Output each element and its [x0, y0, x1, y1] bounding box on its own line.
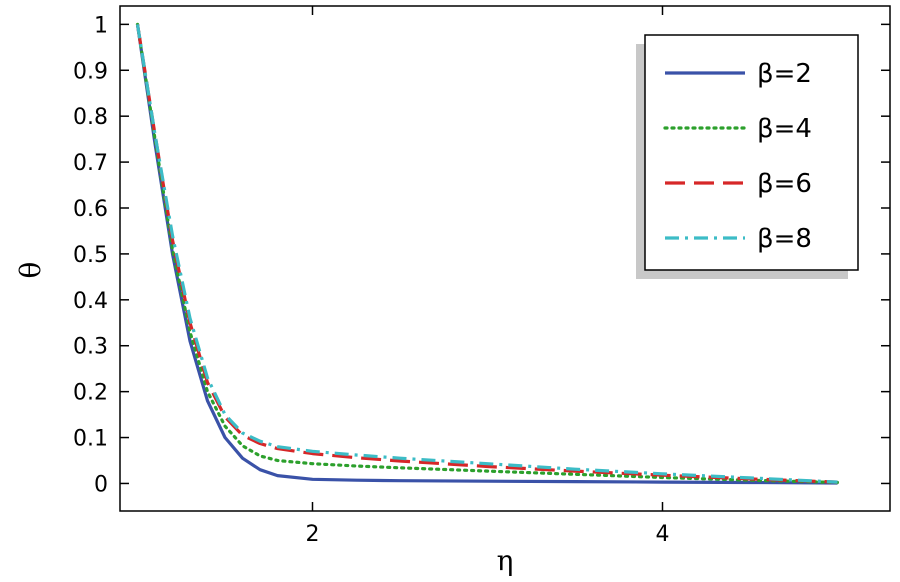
x-axis-label: η	[497, 544, 514, 577]
legend-label-1: β=2	[757, 59, 812, 89]
y-axis-label: θ	[14, 262, 47, 279]
y-tick-label: 0.2	[73, 381, 108, 406]
y-axis-ticks: 0 0.1 0.2 0.3 0.4 0.5 0.6 0.7 0.8 0.9 1	[73, 13, 890, 497]
series-line-2	[135, 22, 840, 485]
series-line-1	[135, 24, 838, 485]
y-tick-label: 0	[94, 472, 108, 497]
y-tick-label: 0.9	[73, 59, 108, 84]
series-lines	[135, 22, 840, 485]
plot-frame	[119, 5, 891, 512]
y-tick-label: 0.7	[73, 151, 108, 176]
legend: β=2 β=4 β=6 β=8	[636, 34, 859, 279]
y-tick-label: 0.3	[73, 335, 108, 360]
legend-box	[644, 34, 859, 271]
series-line-4	[135, 24, 838, 484]
y-tick-label: 0.5	[73, 243, 108, 268]
y-tick-label: 1	[94, 13, 108, 38]
y-tick-label: 0.8	[73, 105, 108, 130]
y-tick-label: 0.6	[73, 197, 108, 222]
legend-label-4: β=8	[757, 224, 812, 254]
y-tick-label: 0.4	[73, 289, 108, 314]
x-tick-label: 4	[656, 522, 670, 547]
legend-label-2: β=4	[757, 114, 812, 144]
x-tick-label: 2	[306, 522, 320, 547]
legend-label-3: β=6	[757, 169, 812, 199]
y-tick-label: 0.1	[73, 427, 108, 452]
